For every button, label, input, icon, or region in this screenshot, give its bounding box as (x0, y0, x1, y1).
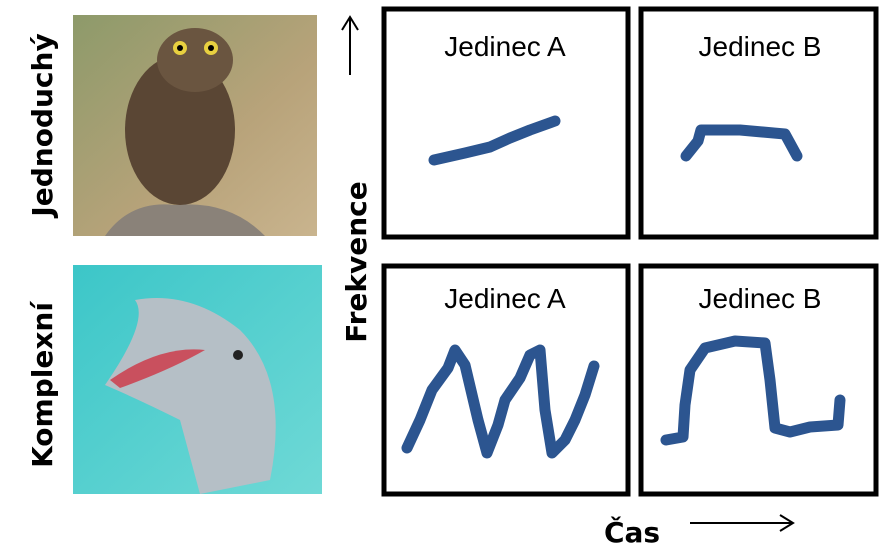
dolphin-image (73, 265, 322, 494)
row-label: Komplexní (26, 301, 59, 468)
panel-label: Jedinec B (699, 283, 822, 314)
panel-label: Jedinec B (699, 31, 822, 62)
y-axis-label: Frekvence (340, 181, 373, 343)
curve (401, 344, 600, 459)
panel-label: Jedinec A (444, 283, 566, 314)
panel (638, 6, 879, 240)
panel (381, 6, 631, 240)
curve (660, 335, 846, 446)
owl-image (73, 15, 317, 236)
curve (680, 124, 803, 162)
x-axis-label: Čas (604, 515, 660, 548)
curve (428, 115, 561, 166)
panel-label: Jedinec A (444, 31, 566, 62)
panel (638, 263, 879, 497)
row-label: Jednoduchý (26, 33, 59, 218)
y-arrow (341, 15, 359, 75)
x-arrow (690, 514, 795, 532)
